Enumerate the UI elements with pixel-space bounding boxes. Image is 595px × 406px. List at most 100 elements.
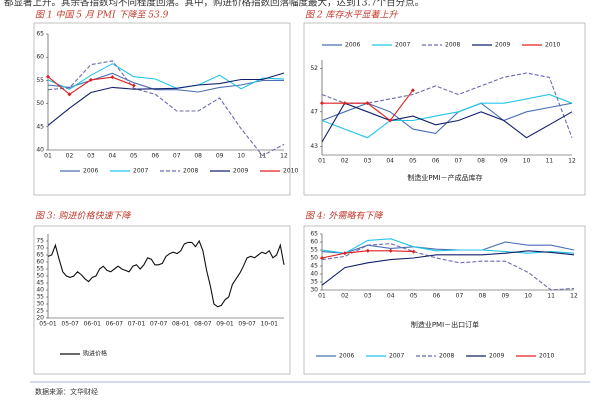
x-tick-label: 03 xyxy=(87,153,95,160)
x-tick-label: 02 xyxy=(341,158,349,165)
y-tick-label: 20 xyxy=(36,315,44,322)
series-line xyxy=(321,238,575,254)
series-line xyxy=(47,72,284,93)
x-tick-label: 10 xyxy=(523,158,531,165)
series-line xyxy=(47,60,285,157)
y-tick-label: 40 xyxy=(36,147,44,154)
y-tick-label: 40 xyxy=(310,271,318,278)
legend-label: 2008 xyxy=(445,42,460,49)
x-tick-label: 08-07 xyxy=(194,321,212,328)
marker xyxy=(365,248,370,253)
marker xyxy=(410,88,415,93)
source: 数据来源：文华财经 xyxy=(35,387,98,396)
y-tick-label: 30 xyxy=(36,301,44,308)
series-line xyxy=(47,72,285,126)
y-tick-label: 50 xyxy=(36,273,44,280)
y-tick-label: 60 xyxy=(36,54,44,61)
y-tick-label: 55 xyxy=(36,266,44,273)
x-tick-label: 06-07 xyxy=(106,321,124,328)
legend-label: 2010 xyxy=(545,42,560,49)
marker xyxy=(388,248,393,253)
legend-label: 2010 xyxy=(283,168,298,175)
caption: 图 4: 外需略有下降 xyxy=(305,211,383,222)
x-tick-label: 03 xyxy=(364,293,372,300)
series-line xyxy=(321,243,575,291)
marker xyxy=(411,249,416,254)
x-tick-label: 07 xyxy=(455,158,463,165)
body-text: 都显著上升。其余各指数均不同程度回落。其中，购进价格指数回落幅度最大，达到13.… xyxy=(4,0,424,9)
legend-label: 2009 xyxy=(489,353,504,360)
frame xyxy=(33,22,291,196)
series-line xyxy=(322,89,414,122)
x-tick-label: 06 xyxy=(151,153,159,160)
x-tick-label: 04 xyxy=(387,293,395,300)
caption: 图 1 中国 5 月 PMI 下降至 53.9 xyxy=(35,10,169,21)
frame xyxy=(303,22,586,196)
x-tick-label: 05 xyxy=(410,293,418,300)
x-tick-label: 11 xyxy=(547,293,555,300)
y-tick-label: 50 xyxy=(310,255,318,262)
y-tick-label: 47 xyxy=(310,108,318,115)
y-tick-label: 65 xyxy=(36,31,44,38)
y-tick-label: 40 xyxy=(36,287,44,294)
marker xyxy=(46,74,50,79)
y-tick-label: 45 xyxy=(310,263,318,270)
x-tick-label: 09 xyxy=(216,153,224,160)
marker xyxy=(342,251,347,256)
marker xyxy=(365,101,370,106)
x-tick-label: 07 xyxy=(173,153,181,160)
y-tick-label: 55 xyxy=(36,77,44,84)
series-line xyxy=(321,102,573,134)
x-tick-label: 07-01 xyxy=(128,321,146,328)
x-tick-label: 01 xyxy=(318,293,326,300)
x-tick-label: 01 xyxy=(44,153,52,160)
y-tick-label: 30 xyxy=(310,287,318,294)
y-tick-label: 52 xyxy=(310,65,318,72)
marker xyxy=(131,83,136,88)
x-tick-label: 07 xyxy=(456,293,464,300)
y-tick-label: 25 xyxy=(36,308,44,315)
series-line xyxy=(321,102,573,143)
marker xyxy=(67,92,72,97)
x-tick-label: 05 xyxy=(130,153,138,160)
x-tick-label: 01 xyxy=(318,158,326,165)
series-line xyxy=(321,72,573,138)
series-line xyxy=(321,250,575,286)
y-tick-label: 65 xyxy=(36,252,44,259)
series-line xyxy=(321,93,573,139)
y-tick-label: 43 xyxy=(310,143,318,150)
y-tick-label: 50 xyxy=(36,100,44,107)
y-tick-label: 60 xyxy=(310,239,318,246)
x-tick-label: 06-01 xyxy=(84,321,102,328)
legend-label: 2007 xyxy=(389,353,404,360)
x-tick-label: 12 xyxy=(568,158,576,165)
x-tick-label: 09 xyxy=(500,158,508,165)
x-tick-label: 02 xyxy=(341,293,349,300)
y-tick-label: 55 xyxy=(310,247,318,254)
legend-label: 2010 xyxy=(539,353,554,360)
x-tick-label: 09-07 xyxy=(238,321,256,328)
legend-label: 2009 xyxy=(495,42,510,49)
legend-label: 2006 xyxy=(345,42,360,49)
x-tick-label: 11 xyxy=(545,158,553,165)
marker xyxy=(88,77,93,82)
legend-label: 2009 xyxy=(233,168,248,175)
caption: 图 3: 购进价格快速下降 xyxy=(35,211,131,222)
legend-label: 2008 xyxy=(183,168,198,175)
frame xyxy=(33,225,291,375)
x-tick-label: 07-07 xyxy=(150,321,168,328)
x-tick-label: 06 xyxy=(432,158,440,165)
x-tick-label: 02 xyxy=(66,153,74,160)
x-tick-label: 04 xyxy=(386,158,394,165)
legend-label: 2008 xyxy=(439,353,454,360)
x-tick-label: 04 xyxy=(109,153,117,160)
y-tick-label: 35 xyxy=(36,294,44,301)
x-tick-label: 10 xyxy=(524,293,532,300)
y-tick-label: 45 xyxy=(36,123,44,130)
legend-label: 2006 xyxy=(339,353,354,360)
marker xyxy=(320,256,324,260)
legend-label: 2007 xyxy=(395,42,410,49)
y-tick-label: 70 xyxy=(36,245,44,252)
marker xyxy=(320,101,324,106)
